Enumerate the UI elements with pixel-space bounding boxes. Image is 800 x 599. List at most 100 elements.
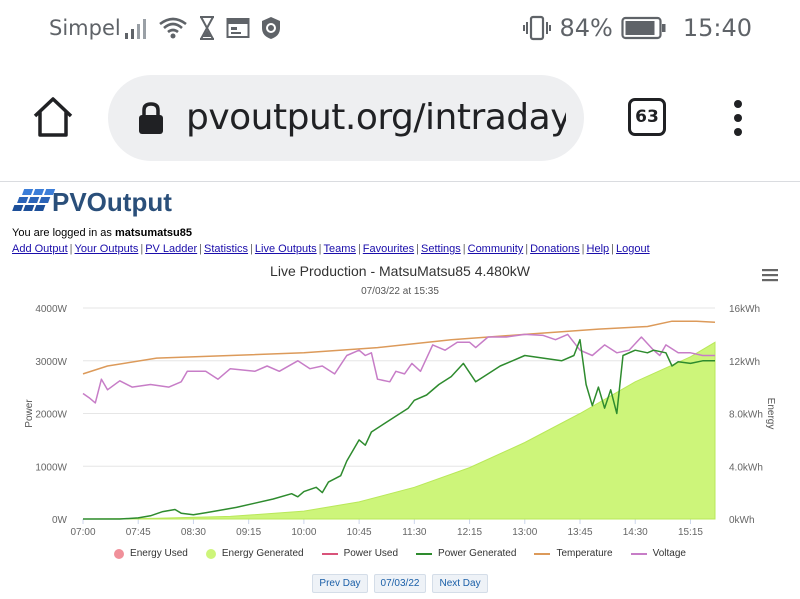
nav-link-teams[interactable]: Teams [323, 243, 356, 255]
more-vert-icon[interactable] [731, 100, 745, 136]
legend-temperature-swatch [534, 552, 551, 555]
login-status: You are logged in as matsumatsu85 [12, 227, 192, 239]
y2-tick-label: 4.0kWh [729, 462, 763, 473]
battery-percent: 84% [559, 14, 613, 42]
y2-axis-title: Energy [765, 398, 776, 430]
series-temperature-line [82, 320, 716, 375]
nav-link-favourites[interactable]: Favourites [362, 243, 415, 255]
x-tick-label: 11:30 [402, 527, 427, 538]
username: matsumatsu85 [114, 227, 192, 239]
legend-power-generated-swatch [416, 552, 433, 555]
url-text[interactable]: pvoutput.org/intraday.jsp [186, 97, 566, 138]
nav-separator: | [525, 243, 529, 255]
battery-icon [621, 16, 666, 40]
nav-separator: | [611, 243, 614, 255]
clock: 15:40 [682, 14, 752, 42]
x-tick-label: 12:15 [457, 527, 482, 538]
legend-voltage[interactable]: Voltage [630, 548, 686, 559]
status-bar: Simpel 84% 15:40 [0, 0, 800, 56]
nav-separator: | [581, 243, 585, 255]
y2-tick-label: 12kWh [729, 357, 760, 368]
y2-tick-label: 8.0kWh [729, 410, 763, 421]
y-tick-label: 4000W [35, 304, 67, 315]
status-icons [124, 14, 282, 42]
calendar-icon [226, 18, 250, 38]
url-bar[interactable] [108, 75, 584, 161]
x-tick-label: 14:30 [623, 527, 648, 538]
prev-day-button[interactable]: Prev Day [312, 574, 368, 593]
nav-separator: | [140, 243, 144, 255]
nav-link-statistics[interactable]: Statistics [204, 243, 249, 255]
nav-link-settings[interactable]: Settings [421, 243, 461, 255]
nav-separator: | [69, 243, 73, 255]
chart-legend: Energy Used Energy Generated Power Used … [0, 548, 800, 559]
vibrate-icon [523, 15, 552, 41]
x-tick-label: 15:15 [678, 527, 703, 538]
legend-power-used[interactable]: Power Used [321, 548, 399, 559]
x-tick-label: 10:45 [347, 527, 372, 538]
nav-link-add-output[interactable]: Add Output [12, 243, 68, 255]
nav-separator: | [416, 243, 420, 255]
nav-link-live-outputs[interactable]: Live Outputs [254, 243, 317, 255]
nav-link-donations[interactable]: Donations [530, 243, 580, 255]
nav-link-pv-ladder[interactable]: PV Ladder [145, 243, 198, 255]
x-tick-label: 07:45 [126, 527, 151, 538]
legend-energy-generated[interactable]: Energy Generated [205, 548, 304, 559]
status-right: 84% 15:40 [523, 14, 752, 42]
legend-energy-used[interactable]: Energy Used [114, 548, 188, 559]
nav-separator: | [199, 243, 203, 255]
wifi-icon [159, 17, 187, 39]
chart-title: Live Production - MatsuMatsu85 4.480kW [270, 263, 530, 279]
series-energy-generated-area [82, 341, 716, 520]
pvoutput-logo-graphic: PVOutput [12, 187, 172, 217]
logo-text: PVOutput [52, 187, 172, 217]
legend-energy-generated-swatch [205, 548, 216, 559]
x-tick-label: 10:00 [291, 527, 316, 538]
date-button[interactable]: 07/03/22 [373, 574, 427, 593]
x-tick-label: 07:00 [70, 527, 95, 538]
nav-link-your-outputs[interactable]: Your Outputs [74, 243, 139, 255]
nav-link-community[interactable]: Community [467, 243, 524, 255]
x-tick-label: 08:30 [181, 527, 206, 538]
series-voltage-line [82, 333, 715, 404]
legend-power-generated[interactable]: Power Generated [416, 548, 516, 559]
x-tick-label: 09:15 [236, 527, 261, 538]
nav-link-help[interactable]: Help [586, 243, 610, 255]
day-navigation: Prev Day 07/03/22 Next Day [0, 574, 800, 593]
y-tick-label: 3000W [35, 357, 67, 368]
y-axis-title: Power [24, 399, 35, 428]
pvoutput-logo[interactable]: PVOutput [12, 184, 182, 218]
y-tick-label: 0W [52, 515, 68, 526]
legend-temperature-label: Temperature [556, 548, 613, 559]
y-tick-label: 2000W [35, 410, 67, 421]
hourglass-icon [200, 16, 214, 40]
main-nav: Add Output | Your Outputs | PV Ladder | Statis… [12, 243, 650, 255]
next-day-button[interactable]: Next Day [432, 574, 488, 593]
legend-power-used-label: Power Used [343, 548, 399, 559]
intraday-chart: 0W 1000W 2000W 3000W 4000W 0kWh 4.0kWh 8.0kWh 12… [24, 304, 776, 538]
chart-menu-icon[interactable] [762, 268, 778, 282]
tab-switcher-button[interactable]: 63 [628, 98, 666, 136]
series-power-generated-line [83, 338, 715, 520]
legend-energy-used-swatch [114, 548, 125, 559]
chart-subtitle: 07/03/22 at 15:35 [361, 286, 439, 297]
shield-icon [262, 17, 280, 39]
legend-voltage-label: Voltage [652, 548, 686, 559]
nav-separator: | [462, 243, 466, 255]
legend-energy-generated-label: Energy Generated [221, 548, 304, 559]
carrier-name: Simpel [49, 16, 121, 40]
legend-temperature[interactable]: Temperature [534, 548, 613, 559]
login-prefix: You are logged in as [12, 227, 115, 239]
lock-icon [139, 102, 163, 134]
home-icon[interactable] [32, 96, 74, 138]
y2-tick-label: 16kWh [729, 304, 760, 315]
signal-icon [125, 19, 146, 39]
x-tick-label: 13:45 [567, 527, 592, 538]
y2-tick-label: 0kWh [729, 515, 755, 526]
legend-power-generated-label: Power Generated [438, 548, 517, 559]
y-tick-label: 1000W [35, 462, 67, 473]
nav-link-logout[interactable]: Logout [616, 243, 650, 255]
nav-separator: | [357, 243, 361, 255]
x-tick-label: 13:00 [512, 527, 537, 538]
legend-energy-used-label: Energy Used [130, 548, 188, 559]
